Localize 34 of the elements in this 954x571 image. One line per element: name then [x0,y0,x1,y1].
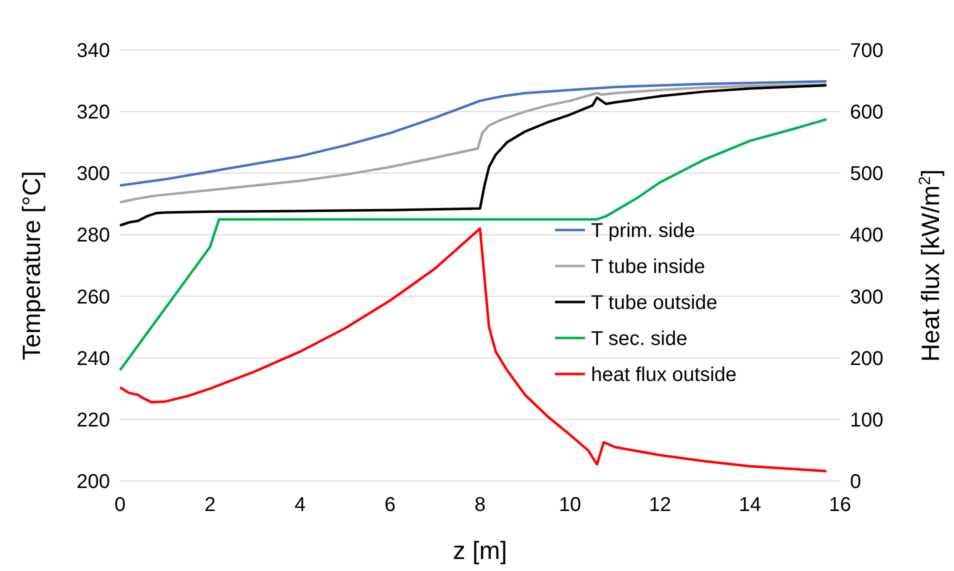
line-series [118,83,828,204]
x-tick-label: 0 [114,494,126,516]
x-tick-label: 2 [204,494,216,516]
y-tick-label: 300 [76,163,110,186]
y-tick-label: 220 [76,409,110,432]
y-tick-label: 280 [76,224,110,247]
x-tick-label: 6 [384,494,396,516]
legend-label: T sec. side [591,328,688,350]
line-series [118,80,828,187]
y2-tick-label: 200 [850,348,884,370]
y-axis-title: Temperature [°C] [18,170,46,360]
x-tick-label: 14 [738,494,762,516]
legend-label: T tube outside [591,292,718,314]
legend-label: heat flux outside [591,364,737,386]
y-tick-label: 240 [76,348,110,370]
y2-tick-label: 500 [850,163,884,186]
y2-tick-label: 400 [850,224,884,247]
x-tick-label: 16 [828,494,852,516]
x-tick-label: 8 [474,494,486,516]
y-tick-label: 200 [76,471,110,493]
y2-tick-label: 0 [850,471,862,493]
y-tick-label: 320 [76,102,110,124]
legend-label: T tube inside [591,256,706,278]
y-tick-label: 260 [76,286,110,308]
x-tick-label: 12 [648,494,672,516]
y2-tick-label: 600 [850,102,884,124]
legend-label: T prim. side [591,220,696,242]
x-axis-title: z [m] [452,537,508,565]
y-tick-label: 340 [76,40,110,62]
x-tick-label: 4 [294,494,306,516]
y2-tick-label: 100 [850,409,884,432]
y2-tick-label: 700 [850,40,884,62]
x-tick-label: 10 [558,494,582,516]
y2-tick-label: 300 [850,286,884,308]
